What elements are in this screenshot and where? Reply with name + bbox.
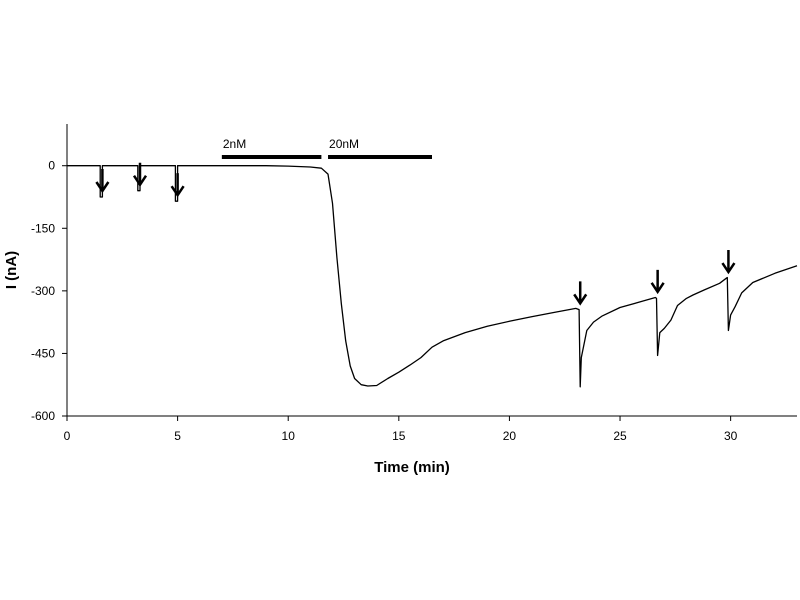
concentration-label: 20nM: [329, 137, 359, 151]
x-tick-label: 15: [392, 429, 406, 443]
plot-area: [67, 165, 798, 388]
current-trace-line: [67, 165, 798, 388]
stimulus-arrow: [573, 281, 588, 306]
concentration-label: 2nM: [223, 137, 246, 151]
y-axis: 0 -150 -300 -450 -600: [31, 124, 68, 423]
annotations: 2nM 20nM: [95, 137, 736, 306]
y-tick-label: 0: [48, 159, 55, 173]
x-tick-label: 0: [64, 429, 71, 443]
y-tick-label: -450: [31, 346, 55, 360]
y-axis-title: I (nA): [3, 251, 20, 289]
y-tick-label: -600: [31, 409, 55, 423]
x-tick-label: 10: [282, 429, 296, 443]
stimulus-arrow: [170, 173, 185, 198]
stimulus-arrow: [650, 269, 665, 295]
x-tick-label: 25: [613, 429, 627, 443]
y-tick-label: -300: [31, 284, 55, 298]
stimulus-arrow: [721, 250, 736, 275]
stimulus-arrow: [95, 169, 110, 194]
y-tick-label: -150: [31, 221, 55, 235]
x-axis: 0 5 10 15 20 25 30: [64, 415, 797, 443]
stimulus-arrow: [132, 162, 148, 187]
x-tick-label: 5: [174, 429, 181, 443]
x-tick-label: 20: [503, 429, 517, 443]
x-tick-label: 30: [724, 429, 738, 443]
x-axis-title: Time (min): [374, 459, 450, 476]
